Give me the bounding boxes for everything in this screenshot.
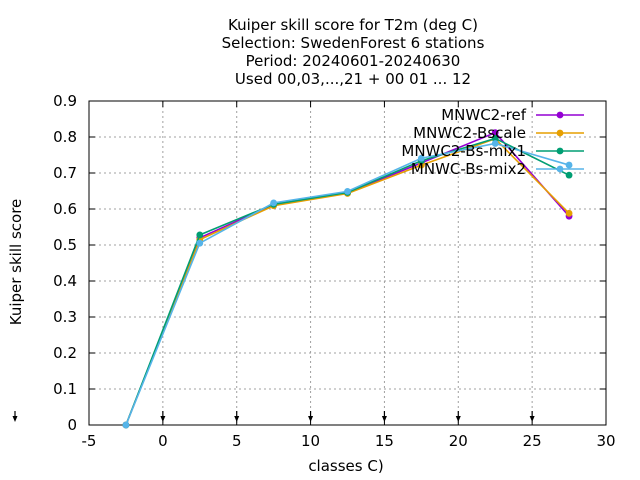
- plot-frame: [88, 100, 607, 426]
- data-point: [196, 231, 204, 239]
- arrow-marker-icon: [160, 411, 166, 422]
- x-tick-label: 0: [158, 432, 168, 450]
- legend: MNWC2-refMNWC2-BscaleMNWC2-Bs-mix1MNWC-B…: [401, 106, 584, 178]
- data-point: [122, 421, 130, 429]
- legend-item: MNWC2-ref: [441, 106, 584, 124]
- data-point: [491, 140, 499, 147]
- title-line-1: Kuiper skill score for T2m (deg C): [228, 16, 478, 34]
- bottom-arrow-markers: [12, 411, 535, 422]
- arrow-marker-icon: [529, 411, 535, 422]
- x-tick-label: 10: [301, 432, 320, 450]
- arrow-marker-icon: [12, 411, 18, 422]
- data-point: [196, 239, 204, 247]
- legend-label: MNWC2-Bscale: [413, 124, 526, 142]
- arrow-marker-icon: [234, 411, 240, 422]
- arrow-marker-icon: [308, 411, 314, 422]
- plot-border: [88, 100, 607, 426]
- x-tick-label: 15: [375, 432, 394, 450]
- y-tick-label: 0.5: [53, 236, 77, 254]
- y-tick-label: 0.6: [53, 200, 77, 218]
- series-3: [122, 140, 573, 429]
- y-tick-label: 0.8: [53, 128, 77, 146]
- legend-marker: [556, 147, 564, 155]
- data-point: [491, 129, 499, 137]
- series-line: [125, 137, 570, 426]
- series-2: [122, 135, 573, 429]
- y-tick-label: 0.1: [53, 380, 77, 398]
- legend-item: MNWC2-Bs-mix1: [401, 142, 584, 160]
- data-point: [270, 199, 278, 207]
- y-tick-label: 0.2: [53, 344, 77, 362]
- grid: [89, 101, 606, 425]
- x-tick-label: 5: [232, 432, 242, 450]
- title-line-3: Period: 20240601-20240630: [246, 52, 461, 70]
- y-tick-label: 0.9: [53, 92, 77, 110]
- x-tick-label: 25: [523, 432, 542, 450]
- plot-area: [122, 129, 573, 429]
- arrow-marker-icon: [455, 411, 461, 422]
- x-axis-label: classes C): [308, 457, 383, 475]
- title-line-2: Selection: SwedenForest 6 stations: [222, 34, 485, 52]
- series-line: [125, 142, 570, 426]
- y-tick-label: 0.4: [53, 272, 77, 290]
- chart-title: Kuiper skill score for T2m (deg C) Selec…: [222, 16, 485, 88]
- legend-marker: [556, 165, 564, 173]
- axis-ticks: -5 0 5 10 15 20 25 30 0 0.1 0.2 0.3 0.4 0.5 0.6 0.7 0.8 0…: [53, 92, 615, 450]
- data-point: [344, 187, 351, 195]
- data-point: [565, 209, 573, 217]
- x-tick-label: 30: [596, 432, 615, 450]
- arrow-marker-icon: [381, 411, 387, 422]
- series-line: [125, 137, 570, 426]
- data-point: [565, 171, 573, 179]
- legend-item: MNWC-Bs-mix2: [411, 160, 584, 178]
- data-point: [491, 135, 499, 142]
- data-point: [565, 161, 573, 169]
- x-tick-label: 20: [449, 432, 468, 450]
- y-tick-label: 0.3: [53, 308, 77, 326]
- legend-marker: [556, 111, 564, 119]
- y-tick-label: 0: [67, 416, 77, 434]
- legend-label: MNWC-Bs-mix2: [411, 160, 526, 178]
- y-tick-label: 0.7: [53, 164, 77, 182]
- y-axis-label: Kuiper skill score: [7, 199, 25, 326]
- title-line-4: Used 00,03,...,21 + 00 01 ... 12: [235, 70, 471, 88]
- series-1: [122, 135, 573, 429]
- legend-marker: [556, 129, 564, 137]
- data-point: [417, 154, 425, 162]
- x-tick-label: -5: [82, 432, 97, 450]
- legend-label: MNWC2-Bs-mix1: [401, 142, 526, 160]
- legend-item: MNWC2-Bscale: [413, 124, 584, 142]
- legend-label: MNWC2-ref: [441, 106, 526, 124]
